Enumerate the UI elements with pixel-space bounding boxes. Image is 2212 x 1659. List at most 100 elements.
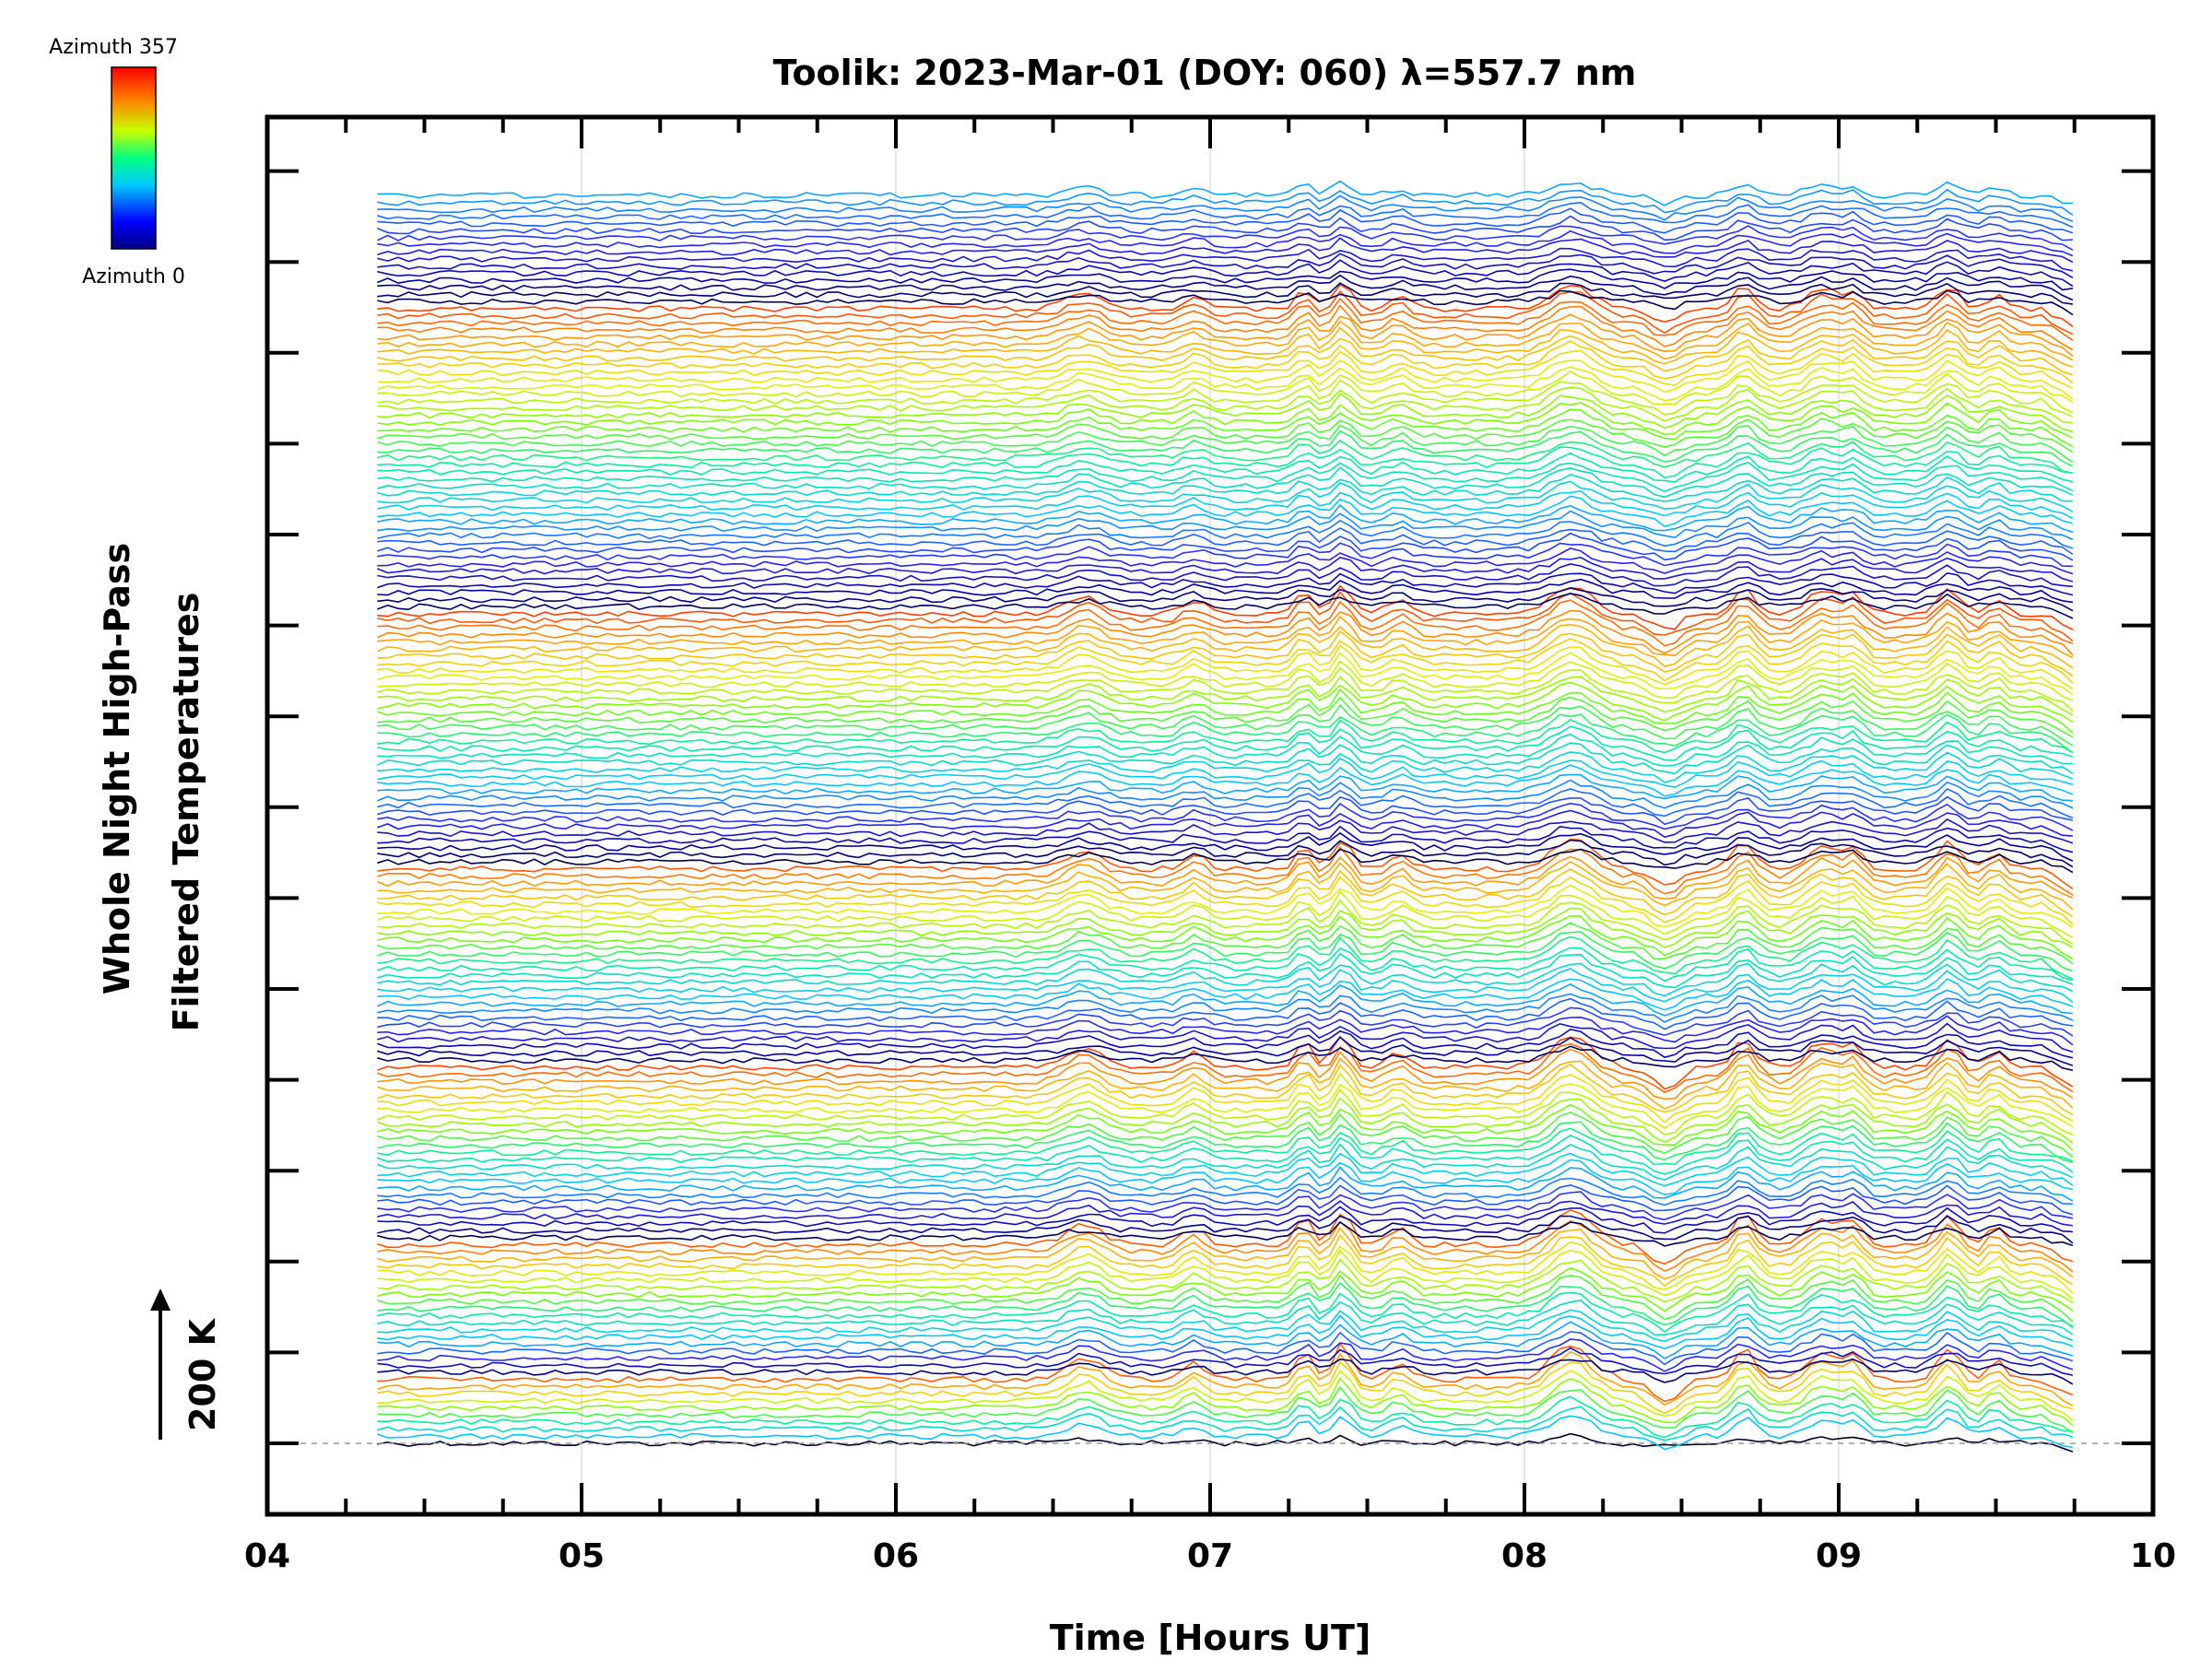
- chart-title: Toolik: 2023-Mar-01 (DOY: 060) λ=557.7 n…: [773, 53, 1637, 93]
- azimuth-trace: [377, 320, 2074, 361]
- azimuth-trace: [377, 283, 2074, 327]
- azimuth-trace: [377, 660, 2074, 701]
- azimuth-trace: [377, 890, 2074, 939]
- azimuth-trace: [377, 1330, 2074, 1366]
- azimuth-trace: [377, 1377, 2074, 1427]
- azimuth-trace: [377, 1360, 2074, 1415]
- azimuth-trace: [377, 1415, 2074, 1451]
- azimuth-trace: [377, 439, 2074, 474]
- azimuth-trace: [377, 1127, 2074, 1166]
- azimuth-trace: [377, 578, 2074, 604]
- azimuth-trace: [376, 225, 2074, 251]
- azimuth-trace: [377, 473, 2073, 502]
- azimuth-trace: [377, 452, 2074, 483]
- azimuth-trace: [377, 1191, 2074, 1221]
- azimuth-trace: [377, 557, 2074, 582]
- traces: [376, 180, 2074, 1453]
- azimuth-trace: [377, 831, 2074, 862]
- azimuth-trace: [377, 757, 2074, 788]
- y-axis-label-line2: Filtered Temperatures: [166, 593, 206, 1032]
- scale-bar-label: 200 K: [182, 1317, 223, 1431]
- azimuth-trace: [377, 593, 2074, 619]
- x-tick-label: 05: [559, 1537, 605, 1575]
- azimuth-trace: [376, 623, 2074, 669]
- azimuth-trace: [377, 884, 2074, 929]
- azimuth-trace: [377, 386, 2073, 424]
- azimuth-trace: [377, 340, 2074, 384]
- azimuth-trace: [377, 1159, 2074, 1196]
- azimuth-trace: [377, 1176, 2073, 1206]
- azimuth-trace: [377, 563, 2073, 588]
- azimuth-trace: [377, 542, 2073, 568]
- azimuth-trace: [377, 289, 2074, 316]
- x-tick-label: 06: [873, 1537, 919, 1575]
- azimuth-trace: [377, 1083, 2074, 1130]
- azimuth-trace: [377, 1338, 2074, 1372]
- azimuth-trace: [377, 962, 2074, 997]
- azimuth-trace: [377, 282, 2074, 305]
- azimuth-trace: [377, 519, 2074, 549]
- azimuth-trace: [377, 1015, 2074, 1046]
- azimuth-trace: [376, 609, 2074, 656]
- azimuth-trace: [377, 1028, 2074, 1059]
- azimuth-trace: [377, 899, 2074, 945]
- azimuth-trace: [377, 838, 2074, 890]
- azimuth-trace: [377, 818, 2074, 844]
- azimuth-trace: [377, 1112, 2074, 1159]
- azimuth-trace: [377, 713, 2074, 754]
- azimuth-trace: [377, 1385, 2074, 1434]
- azimuth-trace: [377, 1143, 2074, 1181]
- azimuth-trace: [377, 1042, 2074, 1094]
- azimuth-trace: [377, 253, 2074, 279]
- azimuth-trace: [376, 742, 2074, 775]
- azimuth-trace: [377, 207, 2074, 234]
- x-axis-label: Time [Hours UT]: [1050, 1618, 1371, 1658]
- x-tick-label: 09: [1816, 1537, 1862, 1575]
- x-tick-label: 04: [244, 1537, 290, 1575]
- azimuth-trace: [377, 1057, 2074, 1110]
- azimuth-trace: [377, 1350, 2074, 1406]
- azimuth-trace: [377, 229, 2074, 257]
- azimuth-trace: [377, 290, 2074, 335]
- azimuth-trace: [377, 1358, 2074, 1385]
- azimuth-trace: [377, 489, 2074, 520]
- azimuth-trace: [377, 676, 2074, 716]
- azimuth-trace: [377, 1274, 2074, 1323]
- azimuth-trace: [377, 914, 2074, 960]
- x-tick-label: 10: [2130, 1537, 2176, 1575]
- azimuth-trace: [377, 503, 2074, 533]
- azimuth-trace: [377, 696, 2074, 738]
- azimuth-trace: [377, 1258, 2074, 1304]
- azimuth-trace: [377, 751, 2074, 783]
- azimuth-trace: [377, 259, 2074, 288]
- azimuth-trace: [377, 1291, 2074, 1333]
- azimuth-trace: [377, 978, 2074, 1011]
- azimuth-trace: [377, 366, 2074, 404]
- colorbar: [111, 66, 157, 250]
- azimuth-trace: [377, 349, 2074, 390]
- azimuth-trace: [377, 1134, 2074, 1175]
- azimuth-trace: [377, 1220, 2074, 1273]
- azimuth-trace: [377, 429, 2074, 467]
- azimuth-trace: [377, 1152, 2074, 1187]
- azimuth-trace: [377, 666, 2074, 712]
- x-tick-label: 08: [1501, 1537, 1547, 1575]
- azimuth-trace: [377, 446, 2073, 479]
- azimuth-trace: [377, 688, 2074, 735]
- azimuth-trace: [377, 615, 2074, 659]
- azimuth-trace: [377, 408, 2074, 447]
- azimuth-trace: [377, 644, 2074, 690]
- azimuth-trace: [377, 587, 2074, 612]
- azimuth-trace: [377, 1035, 2074, 1090]
- azimuth-trace: [377, 860, 2074, 911]
- azimuth-trace: [377, 1121, 2074, 1163]
- azimuth-trace: [377, 788, 2074, 819]
- azimuth-trace: [377, 304, 2074, 351]
- azimuth-trace: [377, 1209, 2074, 1265]
- azimuth-trace: [377, 1072, 2074, 1124]
- azimuth-trace: [377, 532, 2074, 561]
- azimuth-trace: [377, 629, 2074, 677]
- azimuth-trace: [377, 802, 2074, 831]
- azimuth-trace: [377, 297, 2074, 341]
